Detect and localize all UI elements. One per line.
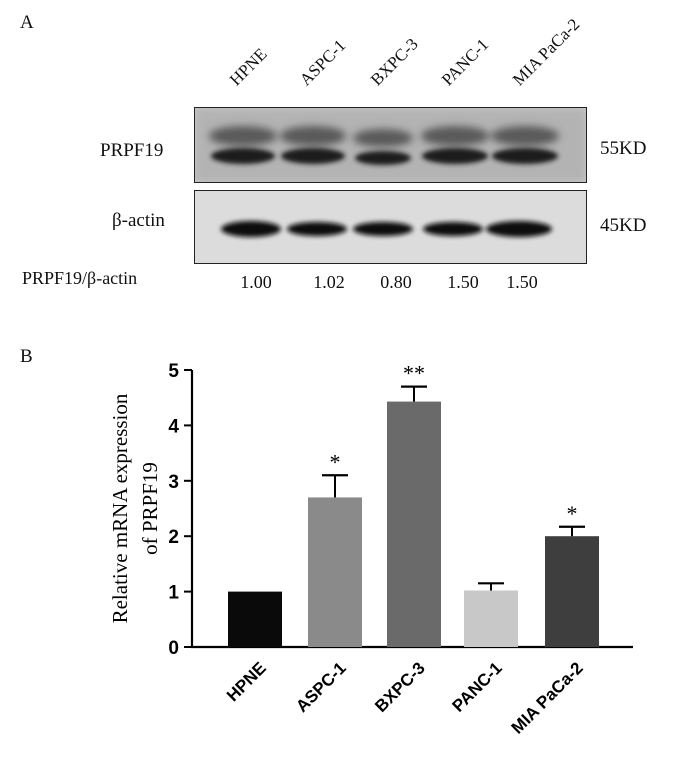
- lane-label-bxpc3: BXPC-3: [366, 34, 422, 90]
- y-axis-ticks: 0 1 2 3 4 5: [168, 361, 192, 659]
- prpf19-bands: [195, 108, 586, 182]
- y-tick-label: 3: [168, 472, 179, 493]
- actin-size-label: 45KD: [600, 215, 647, 236]
- prpf19-blot-image: [194, 107, 587, 183]
- panel-b-label: B: [20, 346, 33, 367]
- x-tick-label: HPNE: [223, 658, 270, 705]
- prpf19-row-label: PRPF19: [100, 140, 164, 161]
- lane-label-miapaca2: MIA PaCa-2: [508, 14, 584, 90]
- x-tick-label: MIA PaCa-2: [508, 658, 587, 737]
- significance-mark: *: [330, 449, 341, 474]
- bar-panc-1: [464, 590, 518, 647]
- prpf19-size-label: 55KD: [600, 138, 647, 159]
- y-tick-label: 5: [168, 361, 179, 382]
- significance-mark: **: [403, 361, 425, 386]
- bar-mia-paca-2: [545, 536, 599, 647]
- actin-blot-image: [194, 190, 587, 264]
- ratio-value-miapaca2: 1.50: [506, 272, 538, 292]
- lane-label-hpne: HPNE: [225, 44, 271, 90]
- ratio-value-bxpc3: 0.80: [380, 272, 412, 292]
- ratio-row-label: PRPF19/β-actin: [22, 268, 138, 288]
- x-tick-label: PANC-1: [449, 658, 506, 715]
- y-axis-label-line: Relative mRNA expression: [108, 393, 132, 623]
- x-tick-label: BXPC-3: [371, 658, 429, 716]
- significance-mark: *: [567, 501, 578, 526]
- actin-bands: [195, 191, 586, 263]
- panel-a-label: A: [20, 12, 34, 33]
- ratio-value-hpne: 1.00: [240, 272, 272, 292]
- ratio-value-aspc1: 1.02: [313, 272, 345, 292]
- y-tick-label: 1: [168, 583, 179, 604]
- lane-label-aspc1: ASPC-1: [295, 35, 350, 90]
- bar-hpne: [228, 591, 282, 647]
- y-axis-label: Relative mRNA expression of PRPF19: [108, 393, 162, 623]
- x-axis-tick-labels: HPNE ASPC-1 BXPC-3 PANC-1 MIA PaCa-2: [223, 658, 587, 737]
- y-tick-label: 0: [168, 638, 179, 659]
- bar-bxpc-3: [387, 401, 441, 647]
- y-tick-label: 4: [168, 416, 179, 437]
- ratio-value-panc1: 1.50: [447, 272, 479, 292]
- y-tick-label: 2: [168, 527, 179, 548]
- bars: ****: [228, 361, 599, 647]
- y-axis-label-line: of PRPF19: [138, 462, 162, 555]
- bar-aspc-1: [308, 497, 362, 647]
- lane-label-panc1: PANC-1: [437, 34, 493, 90]
- x-tick-label: ASPC-1: [292, 658, 350, 716]
- bar-chart: Relative mRNA expression of PRPF19 0 1 2 3 4 5…: [108, 361, 633, 738]
- actin-row-label: β-actin: [112, 210, 165, 231]
